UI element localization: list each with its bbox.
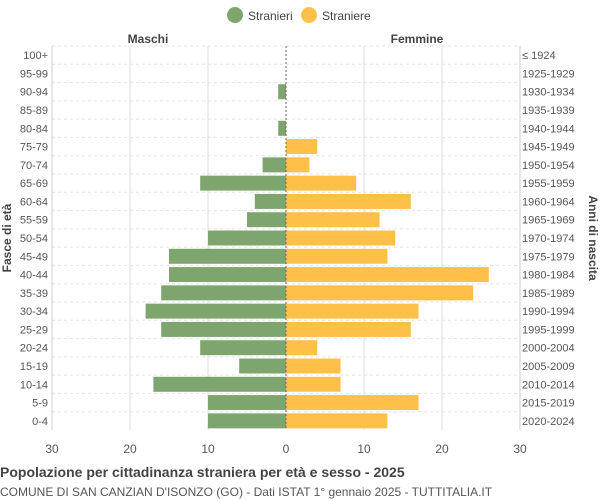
birth-year-label: 1960-1964	[522, 196, 575, 208]
bar-female	[286, 303, 419, 319]
y-axis-label-right: Anni di nascita	[586, 195, 600, 281]
age-label: 45-49	[20, 251, 48, 263]
x-tick-label: 30	[513, 442, 527, 456]
age-label: 55-59	[20, 215, 48, 227]
age-label: 100+	[23, 50, 48, 62]
birth-year-label: 2005-2009	[522, 361, 575, 373]
males-label: Maschi	[128, 32, 169, 46]
birth-year-label: 2015-2019	[522, 398, 575, 410]
bar-male	[161, 321, 286, 337]
bar-female	[286, 340, 318, 356]
x-tick-label: 20	[435, 442, 449, 456]
birth-year-label: 1930-1934	[522, 87, 575, 99]
bar-female	[286, 193, 411, 209]
birth-year-label: ≤ 1924	[522, 50, 556, 62]
bar-male	[153, 376, 286, 392]
birth-year-label: 1980-1984	[522, 270, 575, 282]
birth-year-label: 1945-1949	[522, 142, 575, 154]
age-label: 90-94	[20, 87, 48, 99]
chart-subtitle: COMUNE DI SAN CANZIAN D'ISONZO (GO) - Da…	[0, 485, 493, 499]
age-label: 0-4	[32, 416, 48, 428]
age-label: 75-79	[20, 142, 48, 154]
age-label: 30-34	[20, 306, 48, 318]
x-tick-label: 0	[283, 442, 290, 456]
age-label: 5-9	[32, 398, 48, 410]
birth-year-label: 1975-1979	[522, 251, 575, 263]
age-label: 35-39	[20, 288, 48, 300]
legend-swatch-stranieri	[227, 7, 243, 23]
birth-year-label: 2010-2014	[522, 379, 575, 391]
bar-male	[200, 340, 286, 356]
bar-female	[286, 212, 380, 228]
bar-male	[208, 395, 286, 411]
legend-label-straniere: Straniere	[322, 9, 371, 23]
bar-male	[254, 193, 286, 209]
bar-female	[286, 376, 341, 392]
birth-year-label: 1955-1959	[522, 178, 575, 190]
bar-male	[161, 285, 286, 301]
bar-male	[239, 358, 286, 374]
age-label: 95-99	[20, 68, 48, 80]
bar-female	[286, 175, 357, 191]
bar-female	[286, 321, 411, 337]
birth-year-label: 1965-1969	[522, 215, 575, 227]
x-tick-label: 10	[357, 442, 371, 456]
birth-year-label: 2020-2024	[522, 416, 575, 428]
bar-male	[169, 248, 286, 264]
bar-female	[286, 248, 388, 264]
legend-swatch-straniere	[301, 7, 317, 23]
birth-year-label: 1950-1954	[522, 160, 575, 172]
legend-label-stranieri: Stranieri	[248, 9, 293, 23]
females-label: Femmine	[391, 32, 444, 46]
bar-female	[286, 395, 419, 411]
chart-title: Popolazione per cittadinanza straniera p…	[0, 464, 405, 480]
bar-female	[286, 413, 388, 429]
age-label: 40-44	[20, 270, 48, 282]
birth-year-label: 1985-1989	[522, 288, 575, 300]
birth-year-label: 1990-1994	[522, 306, 575, 318]
bar-male	[200, 175, 286, 191]
birth-year-label: 1935-1939	[522, 105, 575, 117]
bar-female	[286, 157, 310, 173]
bar-male	[208, 413, 286, 429]
bar-male	[169, 267, 286, 283]
birth-year-label: 1925-1929	[522, 68, 575, 80]
birth-year-label: 1970-1974	[522, 233, 575, 245]
x-tick-label: 30	[45, 442, 59, 456]
bar-male	[278, 120, 286, 136]
bar-female	[286, 358, 341, 374]
birth-year-label: 1940-1944	[522, 123, 575, 135]
age-label: 60-64	[20, 196, 48, 208]
y-axis-label-left: Fasce di età	[0, 203, 14, 272]
bar-male	[262, 157, 286, 173]
age-label: 85-89	[20, 105, 48, 117]
bar-female	[286, 285, 474, 301]
birth-year-label: 2000-2004	[522, 343, 575, 355]
birth-year-label: 1995-1999	[522, 324, 575, 336]
age-label: 25-29	[20, 324, 48, 336]
bar-female	[286, 139, 318, 155]
age-label: 15-19	[20, 361, 48, 373]
bar-female	[286, 230, 396, 246]
bar-male	[278, 84, 286, 100]
age-label: 50-54	[20, 233, 48, 245]
x-tick-label: 10	[201, 442, 215, 456]
bar-male	[145, 303, 286, 319]
bar-male	[247, 212, 286, 228]
age-label: 80-84	[20, 123, 48, 135]
age-label: 70-74	[20, 160, 48, 172]
bar-male	[208, 230, 286, 246]
age-label: 20-24	[20, 343, 48, 355]
age-label: 10-14	[20, 379, 48, 391]
x-tick-label: 20	[123, 442, 137, 456]
bar-female	[286, 267, 489, 283]
population-pyramid: 100+ ≤ 1924 95-99 1925-1929 90-94 1930-1934 85…	[0, 7, 600, 456]
age-label: 65-69	[20, 178, 48, 190]
